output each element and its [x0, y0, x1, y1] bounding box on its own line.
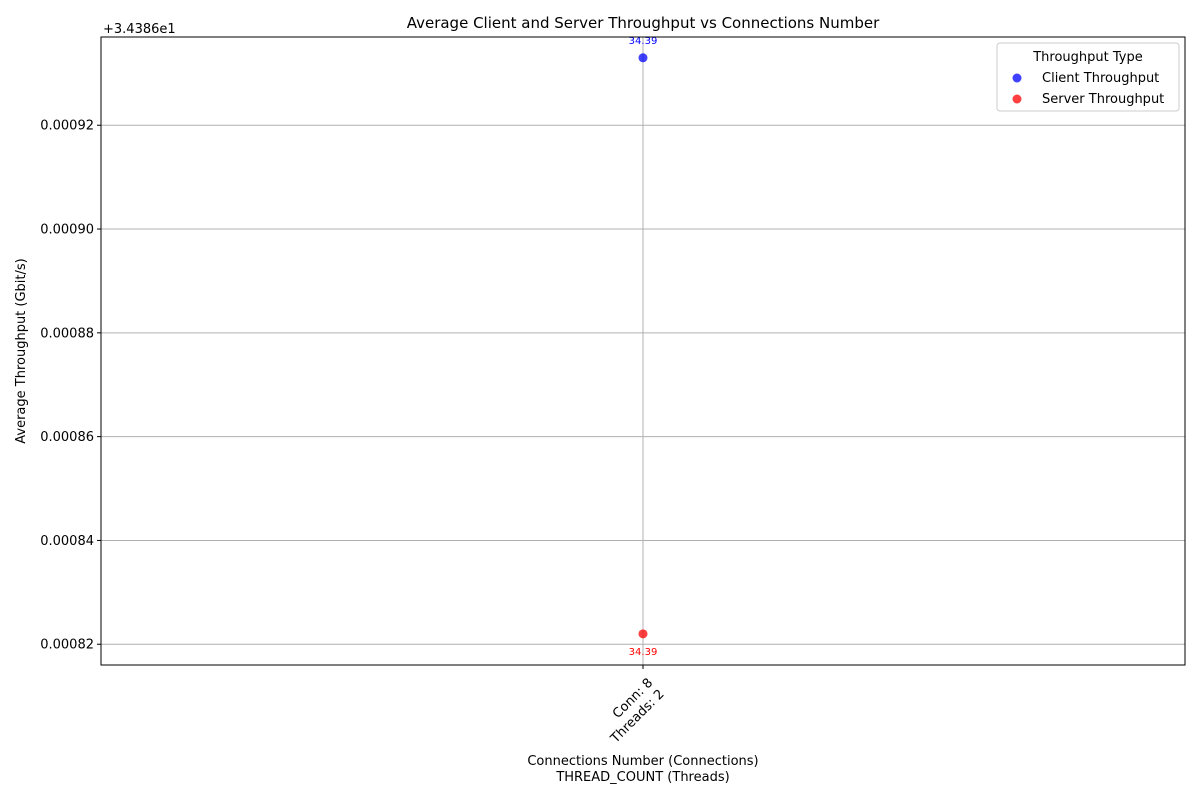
legend-marker-server	[1012, 94, 1022, 104]
y-tick-label: 0.00090	[40, 223, 94, 238]
server-throughput-point	[638, 629, 648, 639]
legend-label-client: Client Throughput	[1042, 71, 1159, 86]
client-throughput-point	[638, 53, 648, 63]
y-tick-label: 0.00086	[40, 430, 94, 445]
y-offset-label: +3.4386e1	[103, 22, 176, 37]
client-data-label: 34.39	[629, 36, 658, 47]
x-axis-label-line2: THREAD_COUNT (Threads)	[555, 770, 729, 785]
chart-title: Average Client and Server Throughput vs …	[407, 14, 880, 32]
data-marks: 34.39 34.39	[629, 36, 658, 658]
y-tick-label: 0.00084	[40, 534, 94, 549]
y-tick-label: 0.00082	[40, 638, 94, 653]
y-tick-label: 0.00088	[40, 326, 94, 341]
legend-marker-client	[1012, 73, 1022, 83]
legend-title: Throughput Type	[1032, 50, 1143, 65]
grid	[101, 37, 1185, 665]
legend-label-server: Server Throughput	[1042, 92, 1164, 107]
legend: Throughput Type Client Throughput Server…	[996, 42, 1180, 112]
legend-frame	[996, 42, 1180, 112]
x-axis-label-line1: Connections Number (Connections)	[527, 754, 758, 769]
server-data-label: 34.39	[629, 647, 658, 658]
y-axis-label: Average Throughput (Gbit/s)	[14, 258, 29, 444]
y-tick-label: 0.00092	[40, 119, 94, 134]
